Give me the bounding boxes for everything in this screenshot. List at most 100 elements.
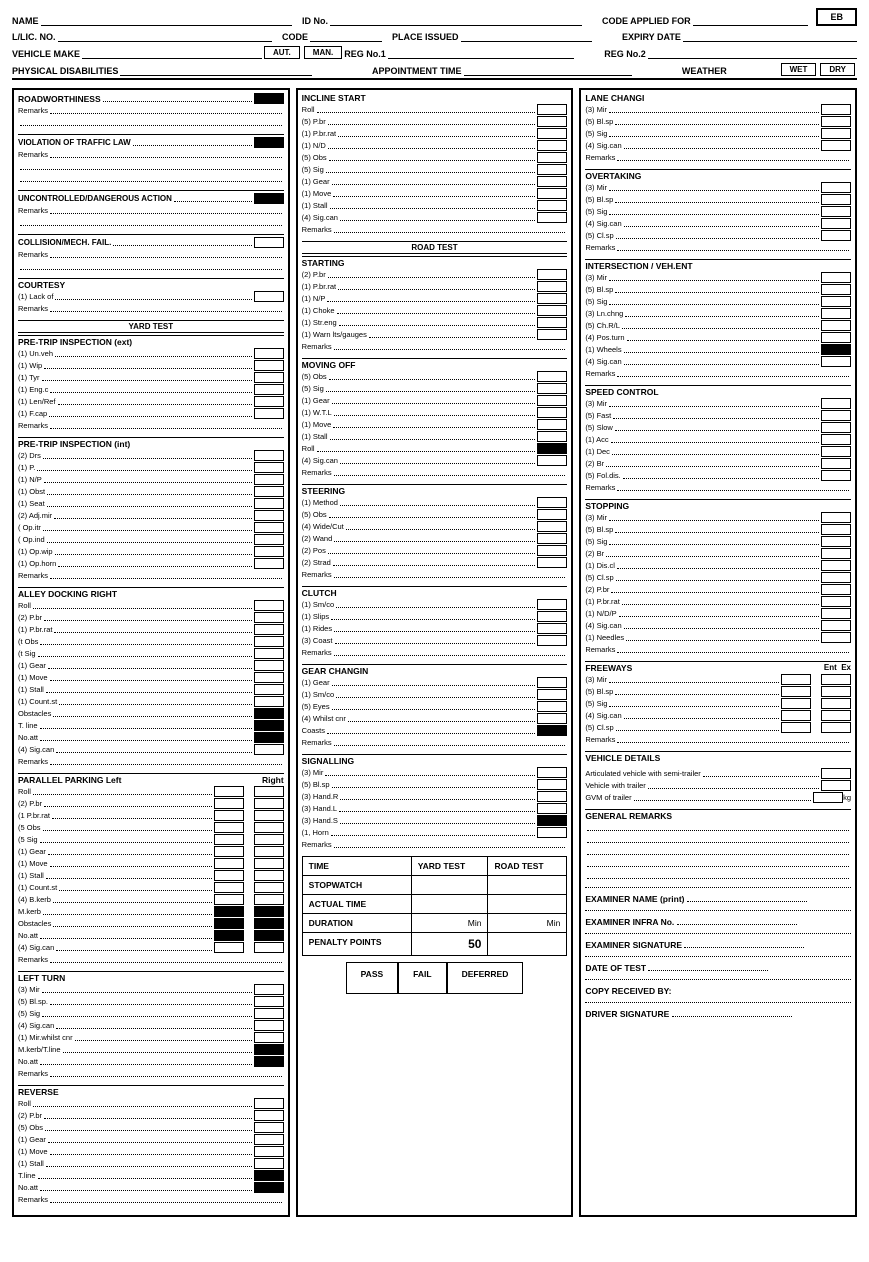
col1.pti-box-6[interactable] xyxy=(254,522,284,533)
col3.stopping-box-5[interactable] xyxy=(821,572,851,583)
col1.reverse-box-5[interactable] xyxy=(254,1158,284,1169)
col1.parallel-boxL-8[interactable] xyxy=(214,882,244,893)
col2.incline-box-6[interactable] xyxy=(537,176,567,187)
col2.clutch-box-3[interactable] xyxy=(537,635,567,646)
col1.parallel-boxR-0[interactable] xyxy=(254,786,284,797)
vehdet-box2[interactable] xyxy=(821,780,851,791)
col2.steering-box-5[interactable] xyxy=(537,557,567,568)
code-input[interactable] xyxy=(310,30,382,42)
col1.leftturn-box-1[interactable] xyxy=(254,996,284,1007)
col1.leftturn-box-3[interactable] xyxy=(254,1020,284,1031)
col2.gear-box-1[interactable] xyxy=(537,689,567,700)
col1.leftturn-box-6[interactable] xyxy=(254,1056,284,1067)
col1.alley-box-12[interactable] xyxy=(254,744,284,755)
col1.pti-box-7[interactable] xyxy=(254,534,284,545)
col1.parallel-boxR-3[interactable] xyxy=(254,822,284,833)
col2.moving-box-1[interactable] xyxy=(537,383,567,394)
col1.parallel-boxL-10[interactable] xyxy=(214,906,244,917)
col3.stopping-box-10[interactable] xyxy=(821,632,851,643)
col2.steering-box-0[interactable] xyxy=(537,497,567,508)
col1.parallel-boxR-7[interactable] xyxy=(254,870,284,881)
pass-box[interactable]: PASS xyxy=(346,962,399,994)
col3.speed-box-2[interactable] xyxy=(821,422,851,433)
col2.starting-box-1[interactable] xyxy=(537,281,567,292)
col2.starting-box-0[interactable] xyxy=(537,269,567,280)
reg1-input[interactable] xyxy=(388,47,574,59)
col3.speed-box-1[interactable] xyxy=(821,410,851,421)
col2.signalling-box-5[interactable] xyxy=(537,827,567,838)
duration-road[interactable]: Min xyxy=(488,914,567,933)
col1.alley-box-10[interactable] xyxy=(254,720,284,731)
col3.lane-box-2[interactable] xyxy=(821,128,851,139)
col1.alley-box-7[interactable] xyxy=(254,684,284,695)
col2.starting-box-5[interactable] xyxy=(537,329,567,340)
col2.incline-box-9[interactable] xyxy=(537,212,567,223)
col1.ptx-box-3[interactable] xyxy=(254,384,284,395)
col2.incline-box-2[interactable] xyxy=(537,128,567,139)
col1.alley-box-11[interactable] xyxy=(254,732,284,743)
col2.steering-box-1[interactable] xyxy=(537,509,567,520)
col3.overtaking-box-1[interactable] xyxy=(821,194,851,205)
col1.parallel-boxL-7[interactable] xyxy=(214,870,244,881)
col3.stopping-box-7[interactable] xyxy=(821,596,851,607)
col3.freeways-boxX-0[interactable] xyxy=(821,674,851,685)
col1.ptx-box-1[interactable] xyxy=(254,360,284,371)
col1.reverse-box-6[interactable] xyxy=(254,1170,284,1181)
col2.starting-box-3[interactable] xyxy=(537,305,567,316)
col3.stopping-box-2[interactable] xyxy=(821,536,851,547)
col1.pti-box-3[interactable] xyxy=(254,486,284,497)
actual-road[interactable] xyxy=(488,895,567,914)
col1.parallel-boxR-12[interactable] xyxy=(254,930,284,941)
col1.leftturn-box-0[interactable] xyxy=(254,984,284,995)
col3.speed-box-0[interactable] xyxy=(821,398,851,409)
col3.freeways-boxX-3[interactable] xyxy=(821,710,851,721)
col2.incline-box-0[interactable] xyxy=(537,104,567,115)
col3.overtaking-box-0[interactable] xyxy=(821,182,851,193)
col1.alley-box-1[interactable] xyxy=(254,612,284,623)
col1.alley-box-2[interactable] xyxy=(254,624,284,635)
col3.freeways-boxX-1[interactable] xyxy=(821,686,851,697)
col1.alley-box-9[interactable] xyxy=(254,708,284,719)
col3.stopping-box-4[interactable] xyxy=(821,560,851,571)
col3.overtaking-box-2[interactable] xyxy=(821,206,851,217)
col3.overtaking-box-3[interactable] xyxy=(821,218,851,229)
col1.parallel-boxR-10[interactable] xyxy=(254,906,284,917)
col1.reverse-box-1[interactable] xyxy=(254,1110,284,1121)
col3.freeways-boxX-4[interactable] xyxy=(821,722,851,733)
col1.parallel-boxL-9[interactable] xyxy=(214,894,244,905)
name-input[interactable] xyxy=(41,14,293,26)
col2.steering-box-4[interactable] xyxy=(537,545,567,556)
col1.pti-box-5[interactable] xyxy=(254,510,284,521)
col3.lane-box-1[interactable] xyxy=(821,116,851,127)
col1.pti-box-9[interactable] xyxy=(254,558,284,569)
col2.gear-box-4[interactable] xyxy=(537,725,567,736)
lic-input[interactable] xyxy=(58,30,273,42)
col3.freeways-boxE-4[interactable] xyxy=(781,722,811,733)
col1.parallel-boxL-13[interactable] xyxy=(214,942,244,953)
vmake-input[interactable] xyxy=(82,47,262,59)
col3.intersection-box-5[interactable] xyxy=(821,332,851,343)
col1.parallel-boxL-1[interactable] xyxy=(214,798,244,809)
infra-input[interactable] xyxy=(677,917,797,925)
roadworth-box[interactable] xyxy=(254,93,284,104)
col3.lane-box-3[interactable] xyxy=(821,140,851,151)
col3.intersection-box-6[interactable] xyxy=(821,344,851,355)
col3.lane-box-0[interactable] xyxy=(821,104,851,115)
col3.stopping-box-1[interactable] xyxy=(821,524,851,535)
id-input[interactable] xyxy=(330,14,582,26)
duration-yard[interactable]: Min xyxy=(411,914,488,933)
stopwatch-yard[interactable] xyxy=(411,876,488,895)
col2.incline-box-5[interactable] xyxy=(537,164,567,175)
collision-box[interactable] xyxy=(254,237,284,248)
col1.leftturn-box-5[interactable] xyxy=(254,1044,284,1055)
col3.intersection-box-4[interactable] xyxy=(821,320,851,331)
col3.stopping-box-6[interactable] xyxy=(821,584,851,595)
col1.parallel-boxR-1[interactable] xyxy=(254,798,284,809)
col1.parallel-boxR-11[interactable] xyxy=(254,918,284,929)
col2.gear-box-0[interactable] xyxy=(537,677,567,688)
col2.clutch-box-0[interactable] xyxy=(537,599,567,610)
col2.signalling-box-2[interactable] xyxy=(537,791,567,802)
col2.incline-box-3[interactable] xyxy=(537,140,567,151)
col3.speed-box-4[interactable] xyxy=(821,446,851,457)
deferred-box[interactable]: DEFERRED xyxy=(447,962,524,994)
